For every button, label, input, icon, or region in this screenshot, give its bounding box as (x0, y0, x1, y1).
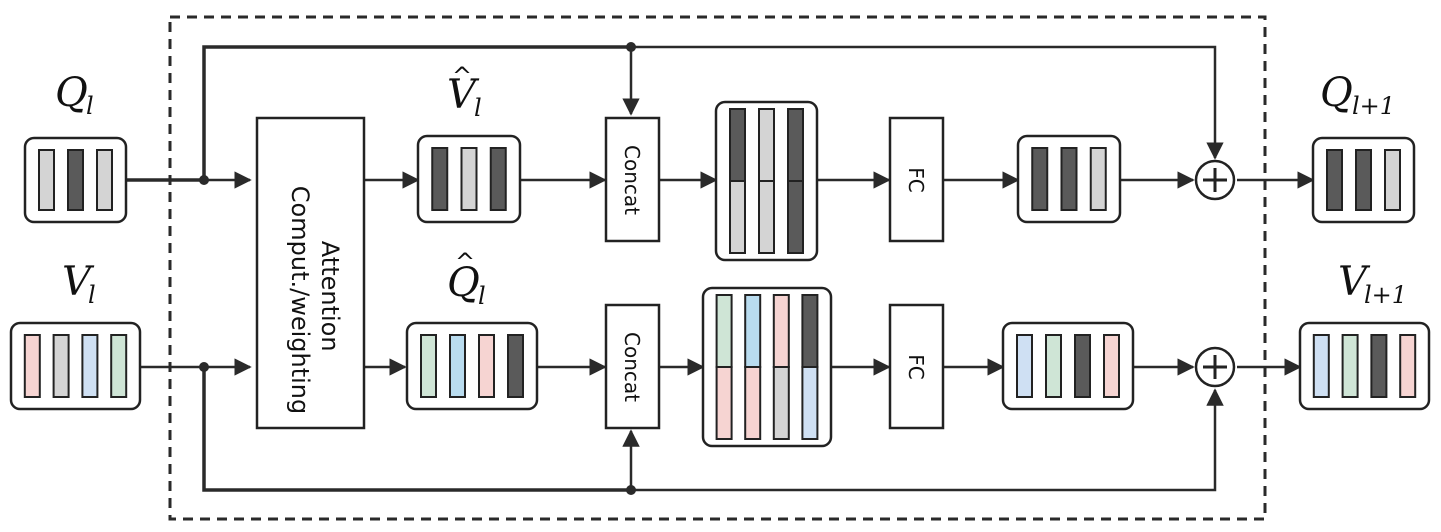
tensor-bar (507, 334, 524, 398)
label-q-hat: Q (447, 260, 480, 306)
tensor-bar (1341, 334, 1359, 398)
concat-label-bottom: Concat (620, 332, 644, 402)
tensor-bar (460, 147, 478, 211)
tensor-bar (81, 334, 99, 398)
attention-label: Attention Comput./weighting (286, 186, 344, 414)
attention-block (255, 116, 366, 430)
tensor-bar-bottom (715, 366, 733, 440)
tensor-bar (1016, 334, 1033, 398)
tensor-bar (52, 334, 70, 398)
tensor-cat-top (714, 100, 819, 262)
tensor-bar (1031, 147, 1049, 211)
concat-block-top (604, 116, 661, 243)
tensor-bar (489, 147, 507, 211)
tensor-bar (1370, 334, 1388, 398)
fc-label-top: FC (904, 167, 928, 192)
concat-label-top: Concat (620, 145, 644, 215)
tensor-bar (1399, 334, 1417, 398)
tensor-bar (1089, 147, 1107, 211)
label-q-hat-accent: ^ (455, 248, 475, 276)
wire-v-skip-right (631, 388, 1224, 492)
tensor-bar (23, 334, 41, 398)
tensor-bar-bottom (758, 180, 775, 254)
tensor-bar (1074, 334, 1091, 398)
tensor-bar-bottom (772, 366, 790, 440)
tensor-bar (1384, 149, 1401, 211)
label-q-hat-sub: l (478, 282, 486, 310)
tensor-bar-top (801, 294, 819, 368)
layer-boundary (168, 15, 1267, 521)
fc-block-top (888, 116, 945, 243)
tensor-bar (478, 334, 495, 398)
tensor-bar (1355, 149, 1372, 211)
tensor-bar-top (758, 108, 775, 182)
label-q-in: Q (55, 70, 88, 116)
tensor-bar (420, 334, 437, 398)
tensor-q-out (1311, 136, 1416, 224)
tensor-bar-top (744, 294, 762, 368)
tensor-bar-bottom (801, 366, 819, 440)
label-v-hat: V (447, 72, 480, 118)
tensor-bar-top (729, 108, 746, 182)
label-v-hat-sub: l (474, 94, 482, 122)
tensor-v-in (9, 321, 142, 411)
tensor-bar (431, 147, 449, 211)
junction-q-in (199, 175, 209, 185)
wire-q-skip-right (631, 45, 1224, 160)
tensor-bar (1326, 149, 1343, 211)
junction-v-in (199, 362, 209, 372)
tensor-bar-bottom (744, 366, 762, 440)
label-v-hat-accent: ^ (452, 62, 472, 90)
tensor-bar (1060, 147, 1078, 211)
label-v-out-sub: l+1 (1364, 281, 1407, 309)
tensor-bar (1312, 334, 1330, 398)
tensor-q-in (23, 136, 128, 224)
label-v-out: V (1338, 259, 1371, 305)
tensor-bar (449, 334, 466, 398)
tensor-q-hat (405, 321, 539, 411)
label-q-out-sub: l+1 (1352, 92, 1395, 120)
tensor-bar (38, 149, 55, 211)
concat-block-bottom (604, 303, 661, 430)
junction-v-bottom (626, 485, 636, 495)
wire-q-skip (202, 45, 631, 180)
fc-label-bottom: FC (904, 354, 928, 379)
tensor-bar (110, 334, 128, 398)
label-q-in-sub: l (86, 92, 94, 120)
tensor-bar (96, 149, 113, 211)
tensor-bar-bottom (729, 180, 746, 254)
tensor-v-out (1298, 321, 1431, 411)
tensor-fc-top-out (1016, 134, 1122, 224)
label-q-out: Q (1320, 70, 1353, 116)
tensor-bar-top (715, 294, 733, 368)
label-v-in-sub: l (88, 281, 96, 309)
label-v-in: V (62, 259, 95, 305)
wire-v-skip (202, 367, 631, 492)
tensor-bar (1045, 334, 1062, 398)
tensor-bar-bottom (787, 180, 804, 254)
fc-block-bottom (888, 303, 945, 430)
junction-q-top (626, 42, 636, 52)
tensor-cat-bottom (701, 286, 833, 448)
tensor-v-hat (416, 134, 522, 224)
tensor-bar-top (772, 294, 790, 368)
tensor-fc-bottom-out (1001, 321, 1135, 411)
adder-bottom (1194, 346, 1236, 388)
adder-top (1194, 159, 1236, 201)
tensor-bar (1103, 334, 1120, 398)
tensor-bar-top (787, 108, 804, 182)
tensor-bar (67, 149, 84, 211)
